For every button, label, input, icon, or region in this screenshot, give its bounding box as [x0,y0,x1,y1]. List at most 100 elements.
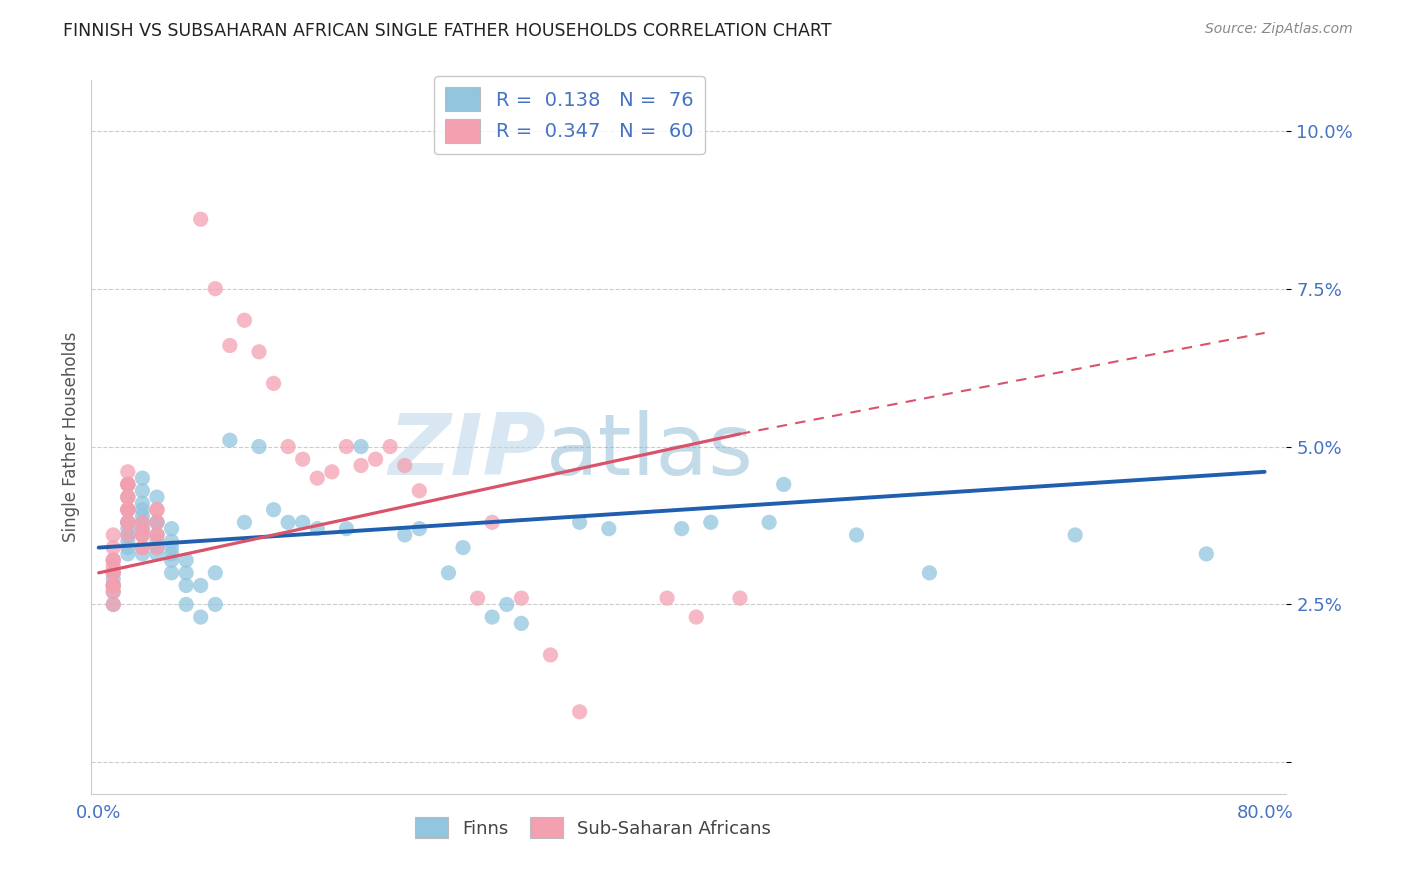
Point [117,502,139,516]
Point [655,591,678,606]
Point [103,584,125,599]
Point [307,522,329,536]
Point [247,440,270,454]
Point [160,553,183,567]
Point [160,566,183,580]
Point [218,338,240,352]
Point [291,516,314,530]
Point [117,465,139,479]
Point [700,516,723,530]
Point [685,610,707,624]
Point [233,313,256,327]
Point [568,705,591,719]
Point [437,566,460,580]
Point [117,516,139,530]
Point [103,553,125,567]
Point [131,508,153,523]
Point [146,516,169,530]
Point [263,376,285,391]
Point [103,553,125,567]
Point [117,490,139,504]
Point [335,522,357,536]
Point [467,591,489,606]
Point [103,541,125,555]
Point [160,534,183,549]
Point [394,528,416,542]
Point [131,528,153,542]
Point [103,566,125,580]
Point [204,282,226,296]
Point [350,458,373,473]
Point [131,522,153,536]
Point [146,541,169,555]
Point [117,528,139,542]
Point [103,553,125,567]
Point [146,516,169,530]
Point [364,452,387,467]
Point [146,528,169,542]
Point [1064,528,1087,542]
Point [117,516,139,530]
Point [103,528,125,542]
Point [277,440,299,454]
Point [160,541,183,555]
Point [103,578,125,592]
Point [103,566,125,580]
Point [131,471,153,485]
Point [263,502,285,516]
Point [190,578,212,592]
Point [204,598,226,612]
Text: FINNISH VS SUBSAHARAN AFRICAN SINGLE FATHER HOUSEHOLDS CORRELATION CHART: FINNISH VS SUBSAHARAN AFRICAN SINGLE FAT… [63,22,832,40]
Point [277,516,299,530]
Y-axis label: Single Father Households: Single Father Households [62,332,80,542]
Point [117,477,139,491]
Point [103,578,125,592]
Point [103,572,125,586]
Point [117,477,139,491]
Legend: Finns, Sub-Saharan Africans: Finns, Sub-Saharan Africans [408,810,779,846]
Point [845,528,868,542]
Point [307,471,329,485]
Point [233,516,256,530]
Point [146,534,169,549]
Point [174,578,197,592]
Point [190,610,212,624]
Point [103,566,125,580]
Point [131,541,153,555]
Point [131,528,153,542]
Point [247,344,270,359]
Point [146,528,169,542]
Point [495,598,517,612]
Point [481,516,503,530]
Point [117,502,139,516]
Point [146,490,169,504]
Point [481,610,503,624]
Point [291,452,314,467]
Point [1195,547,1218,561]
Point [117,490,139,504]
Point [671,522,693,536]
Point [451,541,474,555]
Point [131,528,153,542]
Point [190,212,212,227]
Point [117,477,139,491]
Point [117,516,139,530]
Point [204,566,226,580]
Point [598,522,620,536]
Point [378,440,402,454]
Point [408,483,430,498]
Point [131,516,153,530]
Point [218,434,240,448]
Point [117,502,139,516]
Point [131,502,153,516]
Point [117,534,139,549]
Point [103,578,125,592]
Point [174,598,197,612]
Point [131,541,153,555]
Point [350,440,373,454]
Point [918,566,941,580]
Text: atlas: atlas [546,409,754,493]
Point [758,516,780,530]
Point [146,516,169,530]
Point [540,648,562,662]
